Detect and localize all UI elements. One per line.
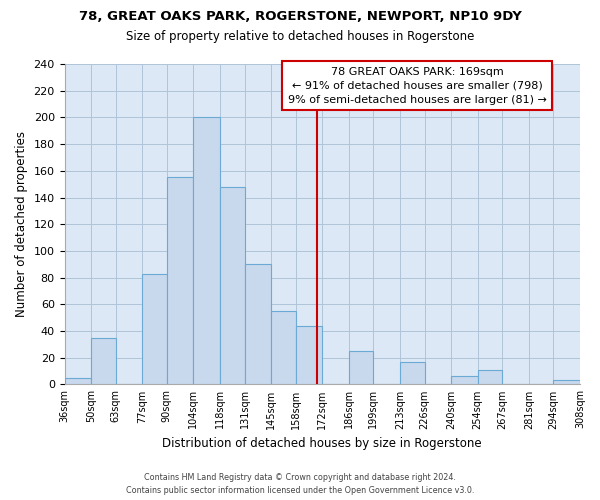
Bar xyxy=(553,380,580,384)
Bar xyxy=(245,264,271,384)
Bar xyxy=(193,118,220,384)
Bar xyxy=(142,274,167,384)
Bar xyxy=(167,178,193,384)
Bar xyxy=(65,378,91,384)
X-axis label: Distribution of detached houses by size in Rogerstone: Distribution of detached houses by size … xyxy=(163,437,482,450)
Bar xyxy=(451,376,478,384)
Bar xyxy=(271,311,296,384)
Bar xyxy=(478,370,502,384)
Text: 78, GREAT OAKS PARK, ROGERSTONE, NEWPORT, NP10 9DY: 78, GREAT OAKS PARK, ROGERSTONE, NEWPORT… xyxy=(79,10,521,23)
Y-axis label: Number of detached properties: Number of detached properties xyxy=(15,131,28,317)
Bar xyxy=(91,338,116,384)
Text: Size of property relative to detached houses in Rogerstone: Size of property relative to detached ho… xyxy=(126,30,474,43)
Bar xyxy=(349,351,373,384)
Text: Contains HM Land Registry data © Crown copyright and database right 2024.
Contai: Contains HM Land Registry data © Crown c… xyxy=(126,474,474,495)
Bar xyxy=(400,362,425,384)
Bar xyxy=(220,187,245,384)
Bar xyxy=(296,326,322,384)
Text: 78 GREAT OAKS PARK: 169sqm
← 91% of detached houses are smaller (798)
9% of semi: 78 GREAT OAKS PARK: 169sqm ← 91% of deta… xyxy=(287,66,547,104)
